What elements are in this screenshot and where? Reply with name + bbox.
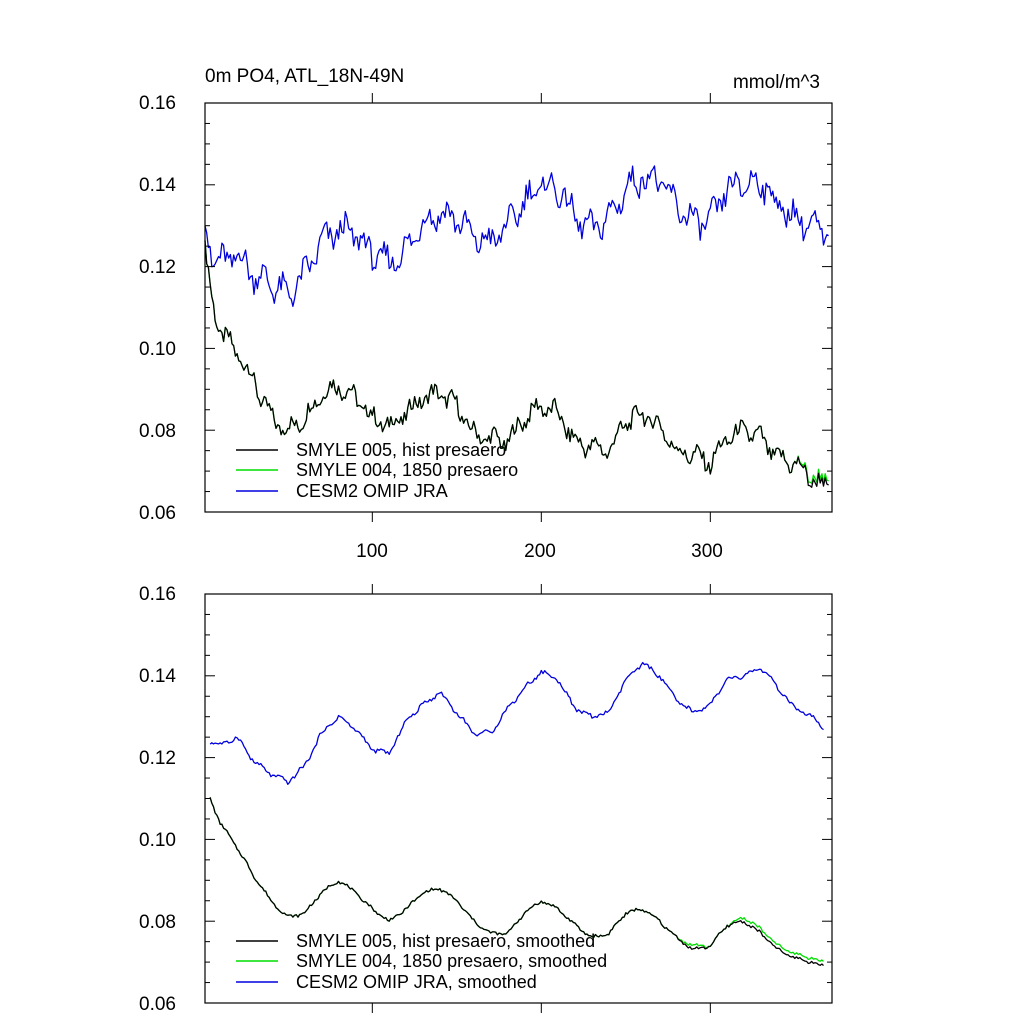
top-legend-label-omip: CESM2 OMIP JRA (296, 481, 448, 501)
bottom-y-tick-label: 0.12 (139, 748, 176, 769)
bottom-legend-label-omip: CESM2 OMIP JRA, smoothed (296, 972, 537, 992)
top-x-tick-label: 200 (524, 541, 556, 562)
top-x-tick-label: 300 (691, 541, 723, 562)
top-x-tick-label: 100 (356, 541, 388, 562)
bottom-y-tick-label: 0.16 (139, 584, 176, 605)
top-y-tick-label: 0.12 (139, 257, 176, 278)
top-y-tick-label: 0.16 (139, 93, 176, 114)
bottom-y-tick-label: 0.06 (139, 994, 176, 1015)
bottom-legend-label-smyle004: SMYLE 004, 1850 presaero, smoothed (296, 951, 607, 971)
top-y-tick-label: 0.08 (139, 421, 176, 442)
top-series-line-2 (204, 165, 829, 307)
top-panel-units: mmol/m^3 (733, 72, 820, 93)
bottom-series-line-0 (209, 797, 824, 967)
top-panel-title: 0m PO4, ATL_18N-49N (205, 66, 404, 87)
top-y-tick-label: 0.14 (139, 175, 176, 196)
top-y-tick-label: 0.06 (139, 503, 176, 524)
bottom-series-line-2 (209, 661, 824, 785)
top-y-tick-label: 0.10 (139, 339, 176, 360)
top-legend-label-smyle004: SMYLE 004, 1850 presaero (296, 460, 518, 480)
top-series-line-0 (204, 240, 829, 488)
bottom-legend-label-smyle005: SMYLE 005, hist presaero, smoothed (296, 931, 595, 951)
bottom-y-tick-label: 0.08 (139, 912, 176, 933)
bottom-y-tick-label: 0.10 (139, 830, 176, 851)
bottom-y-tick-label: 0.14 (139, 666, 176, 687)
top-legend-label-smyle005: SMYLE 005, hist presaero (296, 440, 506, 460)
